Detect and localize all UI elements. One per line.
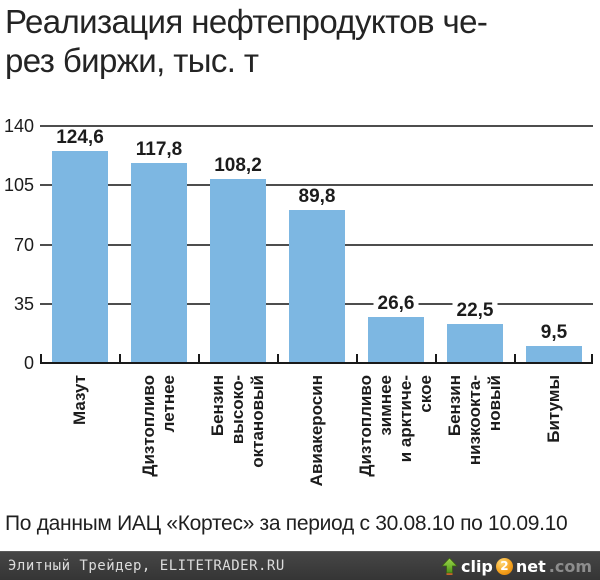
x-axis-tick: [591, 354, 593, 362]
category-label-line: высоко-: [228, 375, 247, 445]
category-label-line: летнее: [159, 375, 178, 433]
category-label-line: зимнее: [376, 375, 395, 436]
page-title-line1: Реализация нефтепродуктов че-: [5, 3, 488, 40]
x-axis-tick: [514, 354, 516, 362]
logo-text-net: net: [515, 556, 546, 576]
bar-value-label: 89,8: [294, 186, 340, 208]
bar-value-label: 108,2: [210, 155, 266, 177]
bar-value-label: 9,5: [536, 322, 572, 344]
bar-7: [526, 346, 582, 362]
gridline-y-105: [40, 184, 593, 186]
category-label: Бензин высоко-октановый: [200, 375, 276, 505]
y-axis-tick-label: 70: [13, 235, 34, 255]
logo-text-com: .com: [548, 556, 592, 576]
x-axis-tick: [356, 354, 358, 362]
category-label-line: Дизтопливо: [356, 375, 375, 477]
y-axis-tick-label: 105: [3, 175, 34, 195]
page-title: Реализация нефтепродуктов че- рез биржи,…: [5, 2, 597, 80]
clip2net-logo[interactable]: clip 2 net .com: [441, 557, 592, 576]
bar-value-label: 22,5: [452, 300, 498, 322]
footer-credit: Элитный Трейдер, ELITETRADER.RU: [8, 558, 285, 574]
bar-6: [447, 324, 503, 362]
category-label: Дизтопливо летнее: [121, 375, 197, 505]
category-label-line: Авиакеросин: [307, 375, 326, 487]
category-label: Авиакеросин: [279, 375, 355, 505]
y-axis-tick-label: 0: [23, 353, 34, 373]
category-label-line: Битумы: [544, 375, 563, 443]
category-label-line: и арктиче-: [396, 375, 415, 463]
bar-4: [289, 210, 345, 362]
category-label-line: новый: [485, 375, 504, 432]
y-axis-tick-label: 140: [3, 116, 34, 136]
x-axis-line: [40, 362, 593, 364]
bar-2: [131, 163, 187, 362]
bar-5: [368, 317, 424, 362]
category-label-line: ское: [416, 375, 435, 413]
category-label: Бензин низкоокта-новый: [437, 375, 513, 505]
y-axis-tick-label: 35: [13, 294, 34, 314]
x-axis-tick: [119, 354, 121, 362]
category-label-line: низкоокта-: [465, 375, 484, 466]
category-label-line: Бензин: [208, 375, 227, 437]
category-label-line: Мазут: [70, 375, 89, 426]
x-axis-tick: [40, 354, 42, 362]
category-label: Дизтопливо зимнее и арктиче-ское: [356, 375, 435, 505]
bar-value-label: 26,6: [373, 293, 419, 315]
logo-text-clip: clip: [460, 556, 493, 576]
x-axis-tick: [198, 354, 200, 362]
page-title-line2: рез биржи, тыс. т: [5, 42, 259, 79]
bar-value-label: 117,8: [131, 139, 187, 161]
source-note: По данным ИАЦ «Кортес» за период с 30.08…: [5, 512, 568, 535]
category-label-line: Дизтопливо: [139, 375, 158, 477]
bar-1: [52, 151, 108, 362]
category-label-line: Бензин: [445, 375, 464, 437]
logo-badge-2: 2: [495, 557, 513, 575]
bar-3: [210, 179, 266, 362]
x-axis-tick: [277, 354, 279, 362]
bar-value-label: 124,6: [52, 127, 108, 149]
gridline-y-140: [40, 125, 593, 127]
footer-bar: Элитный Трейдер, ELITETRADER.RU clip 2 n…: [0, 551, 600, 580]
x-axis-tick: [435, 354, 437, 362]
upload-arrow-icon: [441, 557, 458, 575]
category-label-line: октановый: [248, 375, 267, 468]
category-label: Битумы: [516, 375, 592, 505]
category-label: Мазут: [42, 375, 118, 505]
